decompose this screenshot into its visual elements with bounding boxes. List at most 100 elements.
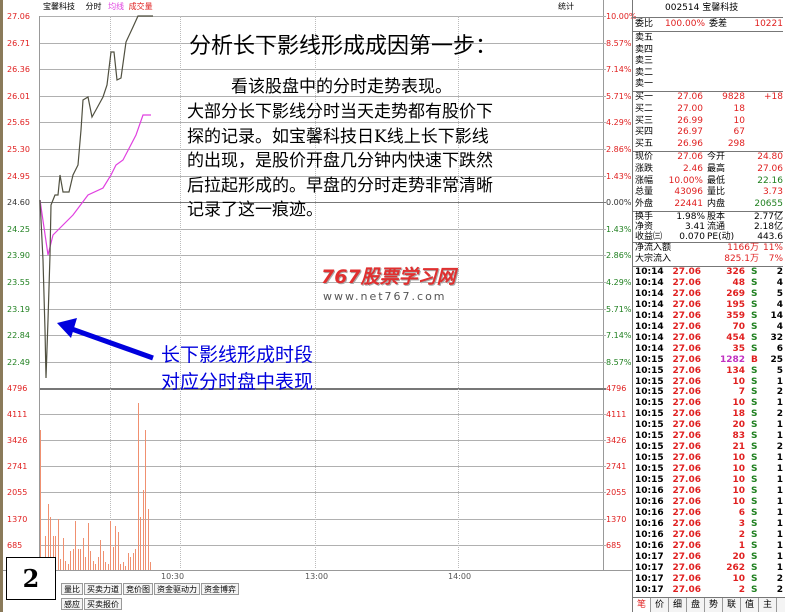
label: 总量	[635, 187, 654, 198]
volume-bar	[137, 403, 139, 570]
trade-time: 10:14	[635, 343, 664, 354]
trade-row: 10:16 27.06 10 S 1	[633, 497, 783, 508]
value: 43096	[674, 187, 703, 198]
value: 24.80	[757, 152, 783, 162]
trade-price: 27.06	[672, 518, 701, 529]
tab-quote[interactable]: 买卖报价	[84, 598, 122, 610]
panel-tab[interactable]: 细	[669, 598, 687, 612]
trade-time: 10:16	[635, 486, 664, 496]
trade-count: 2	[776, 442, 783, 453]
time-tick: 14:00	[448, 572, 472, 581]
price-tick: 24.25	[7, 224, 30, 234]
trade-row: 10:14 27.06 454 S 32	[633, 333, 783, 344]
trade-price: 27.06	[672, 343, 701, 354]
panel-tab[interactable]: 价	[651, 598, 669, 612]
trade-side: S	[751, 529, 758, 540]
volume-bar	[117, 532, 119, 570]
volume-label: 成交量	[128, 2, 153, 11]
volume-bar	[52, 535, 54, 570]
trade-time: 10:16	[635, 507, 664, 518]
volume-tick: 685	[7, 540, 23, 550]
pct-tick: 0.00%	[606, 198, 632, 208]
trade-price: 27.06	[672, 431, 701, 442]
trade-row: 10:16 27.06 1 S 1	[633, 541, 783, 552]
volume-bar	[147, 509, 149, 570]
panel-tab[interactable]: 势	[705, 598, 723, 612]
panel-tab[interactable]: 盘	[687, 598, 705, 612]
time-gridline	[180, 16, 181, 568]
trade-volume: 359	[726, 310, 745, 321]
tab-sense[interactable]: 感应	[61, 598, 83, 610]
value: 27.06	[757, 163, 783, 174]
trade-row: 10:14 27.06 359 S 14	[633, 311, 783, 322]
volume-tick-right: 3426	[606, 436, 627, 446]
trade-volume: 20	[732, 551, 745, 562]
trade-volume: 10	[732, 453, 745, 464]
trade-price: 27.06	[672, 267, 701, 277]
intraday-chart[interactable]: 宝馨科技 分时 均线 成交量 统计 27.06 10.00% 26.71 8.57% 2…	[0, 0, 637, 612]
trade-row: 10:14 27.06 269 S 5	[633, 289, 783, 300]
trade-side: S	[751, 365, 758, 376]
trade-volume: 10	[732, 475, 745, 486]
volume-bar	[90, 551, 92, 570]
volume-bar	[127, 552, 129, 570]
trade-row: 10:15 27.06 1282 B 25	[633, 355, 783, 366]
trade-count: 1	[776, 398, 783, 409]
tab-buy-sell-force[interactable]: 买卖力道	[84, 583, 122, 595]
pct-tick: 2.86%	[606, 145, 632, 154]
trade-count: 1	[776, 486, 783, 496]
stat-row: 收益㈢ 0.070 PE(动) 443.6	[633, 232, 783, 242]
pct-tick: 10.00%	[606, 12, 637, 21]
trade-price: 27.06	[672, 299, 701, 310]
stat-button[interactable]: 统计	[558, 2, 574, 11]
trade-row: 10:16 27.06 3 S 1	[633, 519, 783, 530]
volume-bar	[135, 549, 137, 570]
trade-time: 10:17	[635, 584, 664, 595]
trade-price: 27.06	[672, 562, 701, 573]
trade-volume: 10	[732, 376, 745, 387]
overlay-text-line: 大部分长下影线分时当天走势都有股价下	[187, 102, 493, 122]
trade-volume: 48	[732, 277, 745, 288]
label: 买二	[635, 103, 654, 114]
tab-fund-game[interactable]: 资金博弈	[201, 583, 239, 595]
pct-tick: 2.86%	[606, 251, 632, 261]
price-gridline	[40, 42, 606, 44]
trade-count: 1	[776, 431, 783, 442]
volume-bar	[97, 556, 99, 570]
price-tick: 25.30	[7, 145, 30, 154]
trade-volume: 2	[738, 529, 745, 540]
trade-time: 10:14	[635, 321, 664, 332]
annotation-line-2: 对应分时盘中表现	[161, 371, 314, 393]
volume: 18	[733, 103, 745, 114]
price-tick: 23.19	[7, 304, 30, 314]
trade-volume: 1	[738, 540, 745, 551]
price-gridline	[40, 361, 606, 363]
volume-gridline	[40, 440, 606, 442]
value: 1166万	[727, 243, 759, 253]
trade-time: 10:15	[635, 431, 664, 442]
tab-auction[interactable]: 竞价图	[123, 583, 153, 595]
time-tick: 13:00	[305, 572, 329, 581]
divider	[633, 151, 783, 152]
trade-price: 27.06	[672, 507, 701, 518]
trade-time: 10:14	[635, 288, 664, 299]
trade-row: 10:14 27.06 48 S 4	[633, 278, 783, 289]
pct-tick: 7.14%	[606, 331, 632, 341]
volume: 9828	[722, 92, 745, 102]
avg-line-label: 均线	[108, 2, 125, 11]
panel-tab[interactable]: 主	[759, 598, 777, 612]
panel-tab[interactable]: 笔	[633, 598, 651, 612]
trade-row: 10:15 27.06 83 S 1	[633, 431, 783, 442]
change: +18	[764, 92, 783, 102]
buy-level: 买一 27.06 9828 +18	[633, 92, 783, 103]
trade-side: S	[751, 277, 758, 288]
volume-bar	[87, 522, 89, 570]
trade-side: S	[751, 409, 758, 420]
tab-volume-ratio[interactable]: 量比	[61, 583, 83, 595]
watermark-url: www.net767.com	[323, 290, 447, 303]
panel-tab[interactable]: 值	[741, 598, 759, 612]
panel-tab[interactable]: 联	[723, 598, 741, 612]
trade-count: 6	[776, 343, 783, 354]
value: 22.16	[757, 175, 783, 186]
tab-fund-drive[interactable]: 资金驱动力	[154, 583, 200, 595]
